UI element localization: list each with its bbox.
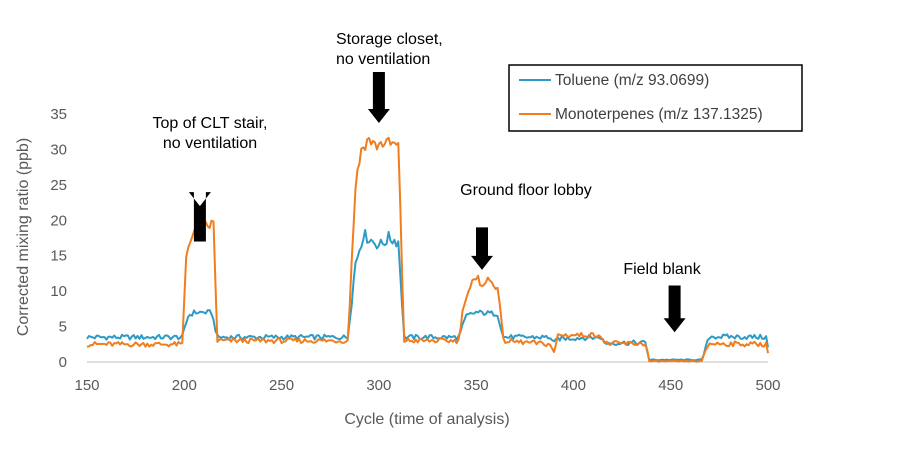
x-tick-label: 300 (366, 377, 391, 394)
y-tick-label: 10 (50, 283, 67, 300)
series-line-toluene (86, 229, 769, 362)
legend-box (508, 64, 803, 132)
y-axis-ticks: 0 5 10 15 20 25 30 35 (50, 106, 67, 371)
annotation-label: Ground floor lobby (460, 182, 592, 199)
x-tick-label: 400 (561, 377, 586, 394)
legend: Toluene (m/z 93.0699) Monoterpenes (m/z … (508, 64, 803, 132)
y-tick-label: 35 (50, 106, 67, 123)
x-tick-label: 250 (269, 377, 294, 394)
annotation-label: Top of CLT stair, (152, 115, 267, 132)
y-tick-label: 5 (59, 319, 67, 336)
y-tick-label: 15 (50, 248, 67, 265)
y-tick-label: 20 (50, 212, 67, 229)
annotation-arrow (471, 227, 493, 270)
annotation-arrow (367, 72, 390, 123)
x-tick-label: 200 (172, 377, 197, 394)
annotation-arrow (663, 285, 686, 333)
annotation-label: Field blank (623, 261, 701, 278)
annotation-layer: Top of CLT stair, no ventilation Storage c… (152, 31, 702, 333)
annotation-label: Storage closet, (336, 31, 443, 48)
x-tick-label: 350 (464, 377, 489, 394)
y-tick-label: 30 (50, 141, 67, 158)
y-tick-label: 25 (50, 177, 67, 194)
x-tick-label: 150 (74, 377, 99, 394)
annotation-label: no ventilation (163, 135, 257, 152)
y-tick-label: 0 (59, 354, 67, 371)
x-tick-label: 450 (658, 377, 683, 394)
x-axis-ticks: 150 200 250 300 350 400 450 500 (74, 377, 780, 394)
series-layer (86, 136, 769, 363)
x-tick-label: 500 (755, 377, 780, 394)
series-line-monoterpenes (86, 136, 769, 363)
legend-label-toluene: Toluene (m/z 93.0699) (555, 72, 709, 89)
y-axis-title: Corrected mixing ratio (ppb) (15, 138, 32, 336)
legend-label-monoterpenes: Monoterpenes (m/z 137.1325) (555, 106, 763, 123)
annotation-label: no ventilation (336, 51, 430, 68)
x-axis-title: Cycle (time of analysis) (344, 411, 509, 428)
annotation-arrow (188, 192, 211, 242)
